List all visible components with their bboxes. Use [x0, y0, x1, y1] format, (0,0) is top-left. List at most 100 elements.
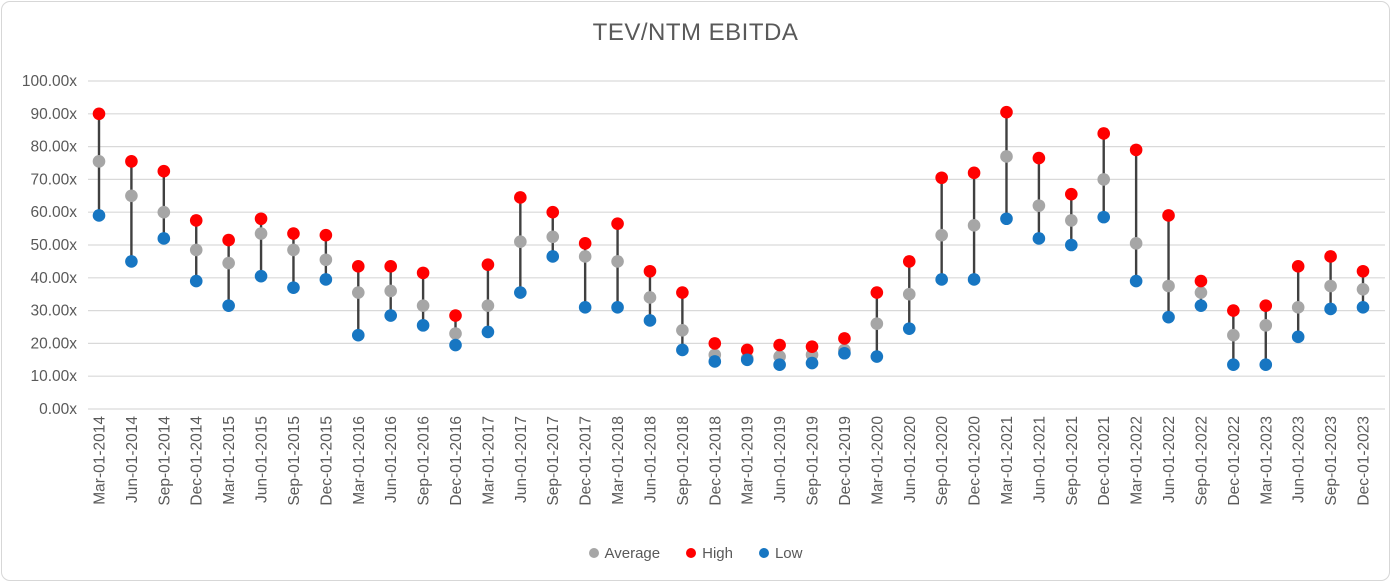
low-point: [1032, 232, 1046, 245]
x-axis-tick-label: Sep-01-2023: [1323, 416, 1340, 506]
high-point: [254, 212, 268, 226]
high-point: [870, 286, 884, 299]
average-point: [870, 317, 884, 331]
high-point: [287, 227, 300, 240]
x-axis-tick-label: Dec-01-2018: [707, 416, 724, 506]
high-point: [546, 205, 560, 219]
x-axis-tick-label: Jun-01-2020: [902, 416, 919, 503]
x-axis-tick-label: Dec-01-2014: [189, 416, 206, 506]
low-point: [222, 299, 235, 312]
x-axis-tick-label: Dec-01-2022: [1226, 416, 1243, 506]
legend-label-low: Low: [774, 544, 803, 562]
average-point: [1291, 301, 1305, 314]
average-point: [351, 286, 365, 299]
high-point: [935, 171, 948, 185]
average-point: [384, 284, 397, 298]
x-axis-tick-label: Dec-01-2015: [318, 416, 335, 506]
low-point: [1129, 274, 1143, 288]
x-axis-tick-label: Mar-01-2020: [869, 416, 886, 505]
x-axis-tick-label: Mar-01-2017: [480, 416, 497, 505]
legend-item-low[interactable]: Low: [758, 544, 803, 562]
legend-item-average[interactable]: Average: [588, 544, 661, 562]
low-point: [449, 338, 462, 352]
low-point: [578, 301, 592, 314]
x-axis-tick-label: Sep-01-2022: [1193, 416, 1210, 506]
high-point: [222, 233, 235, 247]
average-point: [1162, 279, 1175, 293]
legend-label-high: High: [702, 544, 733, 562]
low-point: [254, 269, 268, 283]
x-axis-tick-label: Mar-01-2019: [740, 416, 757, 505]
average-point: [481, 299, 495, 312]
chart-title: TEV/NTM EBITDA: [592, 19, 799, 46]
low-point: [643, 314, 657, 327]
average-point: [1324, 279, 1337, 293]
average-point: [643, 291, 657, 304]
x-axis-tick-label: Jun-01-2015: [254, 416, 271, 503]
x-axis-tick-label: Mar-01-2018: [610, 416, 627, 505]
average-point: [546, 230, 560, 244]
high-point: [708, 337, 722, 350]
legend-item-high[interactable]: High: [686, 545, 733, 562]
chart-legend: Average High Low: [2, 543, 1389, 563]
high-point: [773, 338, 786, 352]
average-series-dot-icon: [588, 548, 599, 558]
high-point: [838, 332, 851, 345]
low-series-dot-icon: [758, 548, 769, 558]
x-axis-tick-label: Sep-01-2019: [805, 416, 822, 506]
high-point: [416, 266, 430, 280]
x-axis-tick-label: Jun-01-2022: [1161, 416, 1178, 503]
high-point: [967, 166, 981, 180]
low-point: [805, 356, 819, 370]
x-axis-tick-label: Jun-01-2017: [513, 416, 530, 503]
average-point: [1065, 214, 1078, 227]
average-point: [1000, 150, 1013, 163]
average-point: [578, 250, 592, 263]
x-axis-tick-label: Dec-01-2019: [837, 416, 854, 506]
x-axis-tick-label: Jun-01-2021: [1031, 416, 1048, 503]
high-point: [157, 164, 171, 178]
low-point: [676, 343, 689, 357]
low-point: [740, 353, 754, 367]
average-point: [254, 227, 268, 240]
high-point: [1129, 143, 1143, 157]
high-point: [740, 343, 754, 357]
high-point: [1259, 299, 1273, 312]
high-point: [1356, 264, 1370, 278]
y-axis-tick-label: 100.00x: [22, 73, 77, 90]
x-axis-tick-label: Sep-01-2017: [545, 416, 562, 506]
x-axis-tick-label: Mar-01-2016: [351, 416, 368, 505]
low-point: [611, 301, 624, 314]
average-point: [319, 253, 333, 267]
low-point: [189, 274, 203, 288]
average-point: [1259, 319, 1273, 332]
low-point: [902, 322, 916, 335]
low-point: [546, 250, 560, 263]
average-point: [287, 243, 300, 257]
low-point: [351, 328, 365, 342]
low-point: [838, 346, 851, 360]
x-axis-tick-label: Sep-01-2021: [1064, 416, 1081, 506]
low-point: [773, 358, 786, 372]
legend-label-average: Average: [604, 544, 661, 562]
x-axis-tick-label: Jun-01-2019: [772, 416, 789, 503]
low-point: [481, 325, 495, 339]
high-point: [1032, 151, 1046, 165]
y-axis-tick-label: 0.00x: [39, 401, 77, 418]
average-point: [902, 287, 916, 301]
low-point: [870, 350, 884, 363]
low-point: [92, 209, 106, 222]
high-point: [1097, 127, 1111, 140]
high-point: [1065, 187, 1078, 201]
high-point: [189, 214, 203, 227]
x-axis-tick-label: Sep-01-2020: [934, 416, 951, 506]
y-axis-tick-label: 30.00x: [30, 303, 77, 320]
low-point: [708, 355, 722, 368]
high-point: [92, 107, 106, 121]
average-point: [1227, 328, 1240, 342]
low-point: [967, 273, 981, 286]
x-axis-tick-label: Jun-01-2014: [124, 416, 141, 503]
average-point: [514, 235, 527, 249]
low-point: [416, 319, 430, 332]
y-axis-tick-label: 50.00x: [30, 237, 77, 254]
